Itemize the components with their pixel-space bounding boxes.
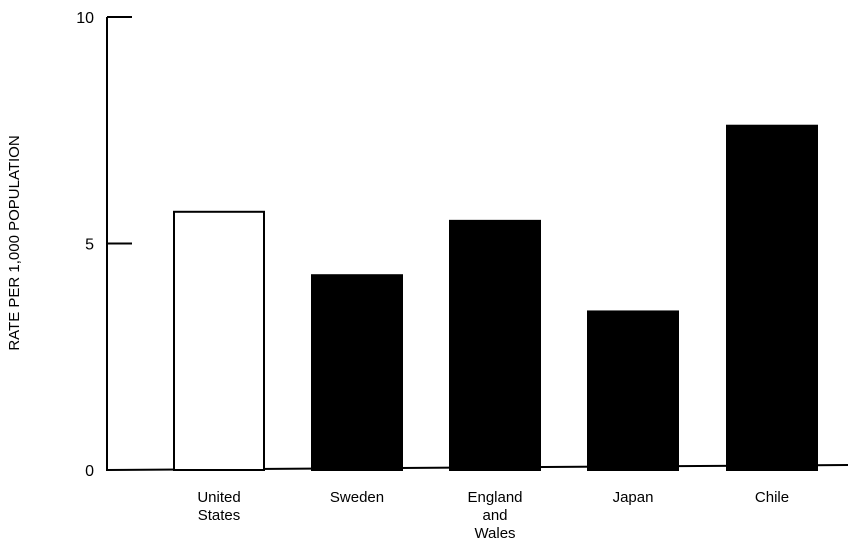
x-tick-label: States — [198, 507, 241, 524]
bar — [173, 210, 265, 471]
y-tick-label: 0 — [85, 463, 94, 480]
x-tick-label: and — [482, 507, 507, 524]
x-tick-label: England — [467, 489, 522, 506]
y-ticks: 0 5 10 — [76, 10, 132, 480]
y-tick-label: 10 — [76, 10, 94, 27]
bar — [726, 124, 818, 471]
bar — [311, 274, 403, 471]
x-tick-label: Sweden — [330, 489, 384, 506]
bars — [173, 124, 818, 472]
x-tick-label: United — [197, 489, 240, 506]
bar — [587, 310, 679, 472]
x-tick-label: Japan — [613, 489, 654, 506]
bar — [449, 219, 541, 471]
x-tick-label: Chile — [755, 489, 789, 506]
x-tick-label: Wales — [474, 525, 515, 542]
y-axis-label: RATE PER 1,000 POPULATION — [6, 135, 23, 350]
y-tick-label: 5 — [85, 237, 94, 254]
